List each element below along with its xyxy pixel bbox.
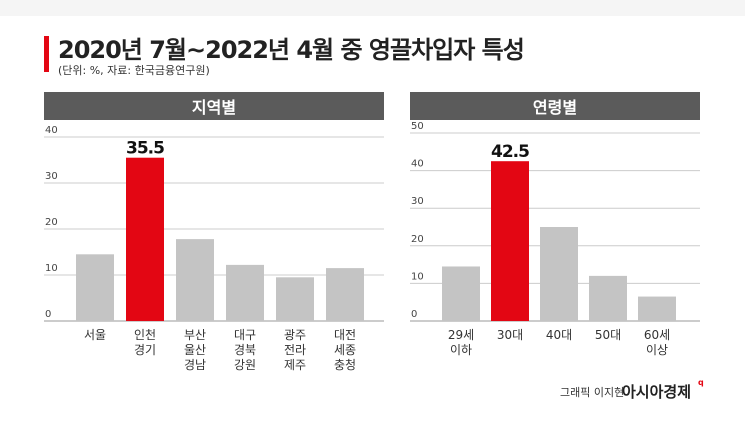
y-tick-label: 40 xyxy=(411,159,424,170)
category-label: 대구 xyxy=(234,328,256,342)
category-label: 부산 xyxy=(184,328,206,342)
y-tick-label: 0 xyxy=(411,309,417,320)
bar xyxy=(442,266,480,321)
category-label: 대전 xyxy=(334,328,356,342)
y-tick-label: 20 xyxy=(411,234,424,245)
bar xyxy=(589,275,627,321)
chart-title: 2020년 7월~2022년 4월 중 영끌차입자 특성 xyxy=(58,36,525,64)
category-label: 경기 xyxy=(134,343,156,357)
category-label: 제주 xyxy=(284,358,306,372)
data-label: 42.5 xyxy=(491,142,529,162)
panel-header-age: 연령별 xyxy=(410,92,700,120)
y-tick-label: 30 xyxy=(45,171,58,182)
category-label: 경남 xyxy=(184,358,206,372)
category-label: 광주 xyxy=(284,328,306,342)
category-label: 전라 xyxy=(284,343,306,357)
category-label: 29세 xyxy=(448,328,474,342)
y-tick-label: 0 xyxy=(45,309,51,320)
category-label: 세종 xyxy=(334,343,356,357)
data-label: 35.5 xyxy=(126,139,164,159)
category-label: 이하 xyxy=(450,343,472,357)
category-label: 50대 xyxy=(595,328,621,342)
category-label: 이상 xyxy=(646,343,668,357)
y-tick-label: 30 xyxy=(411,196,424,207)
title-accent-bar xyxy=(44,36,49,72)
y-tick-label: 10 xyxy=(45,263,58,274)
y-tick-label: 50 xyxy=(411,121,424,132)
bar xyxy=(226,264,264,321)
category-label: 충청 xyxy=(334,358,356,372)
bar xyxy=(126,157,164,321)
top-strip xyxy=(0,0,745,16)
category-label: 서울 xyxy=(84,328,106,342)
graphic-credit: 그래픽 이지현 xyxy=(560,386,625,399)
brand-mark: q xyxy=(698,378,704,387)
bar xyxy=(540,227,578,321)
bar xyxy=(491,161,529,321)
bar xyxy=(176,239,214,321)
chart-subtitle: (단위: %, 자료: 한국금융연구원) xyxy=(58,64,210,77)
category-label: 30대 xyxy=(497,328,523,342)
category-label: 40대 xyxy=(546,328,572,342)
bar xyxy=(638,296,676,321)
category-label: 경북 xyxy=(234,343,256,357)
category-label: 60세 xyxy=(644,328,670,342)
category-label: 울산 xyxy=(184,343,206,357)
y-tick-label: 40 xyxy=(45,125,58,136)
y-tick-label: 20 xyxy=(45,217,58,228)
brand-logo: 아시아경제 xyxy=(622,383,692,401)
category-label: 인천 xyxy=(134,327,156,342)
category-label: 강원 xyxy=(234,358,256,372)
bar xyxy=(326,268,364,321)
bar xyxy=(276,277,314,321)
bar xyxy=(76,254,114,321)
panel-header-region: 지역별 xyxy=(44,92,384,120)
y-tick-label: 10 xyxy=(411,271,424,282)
